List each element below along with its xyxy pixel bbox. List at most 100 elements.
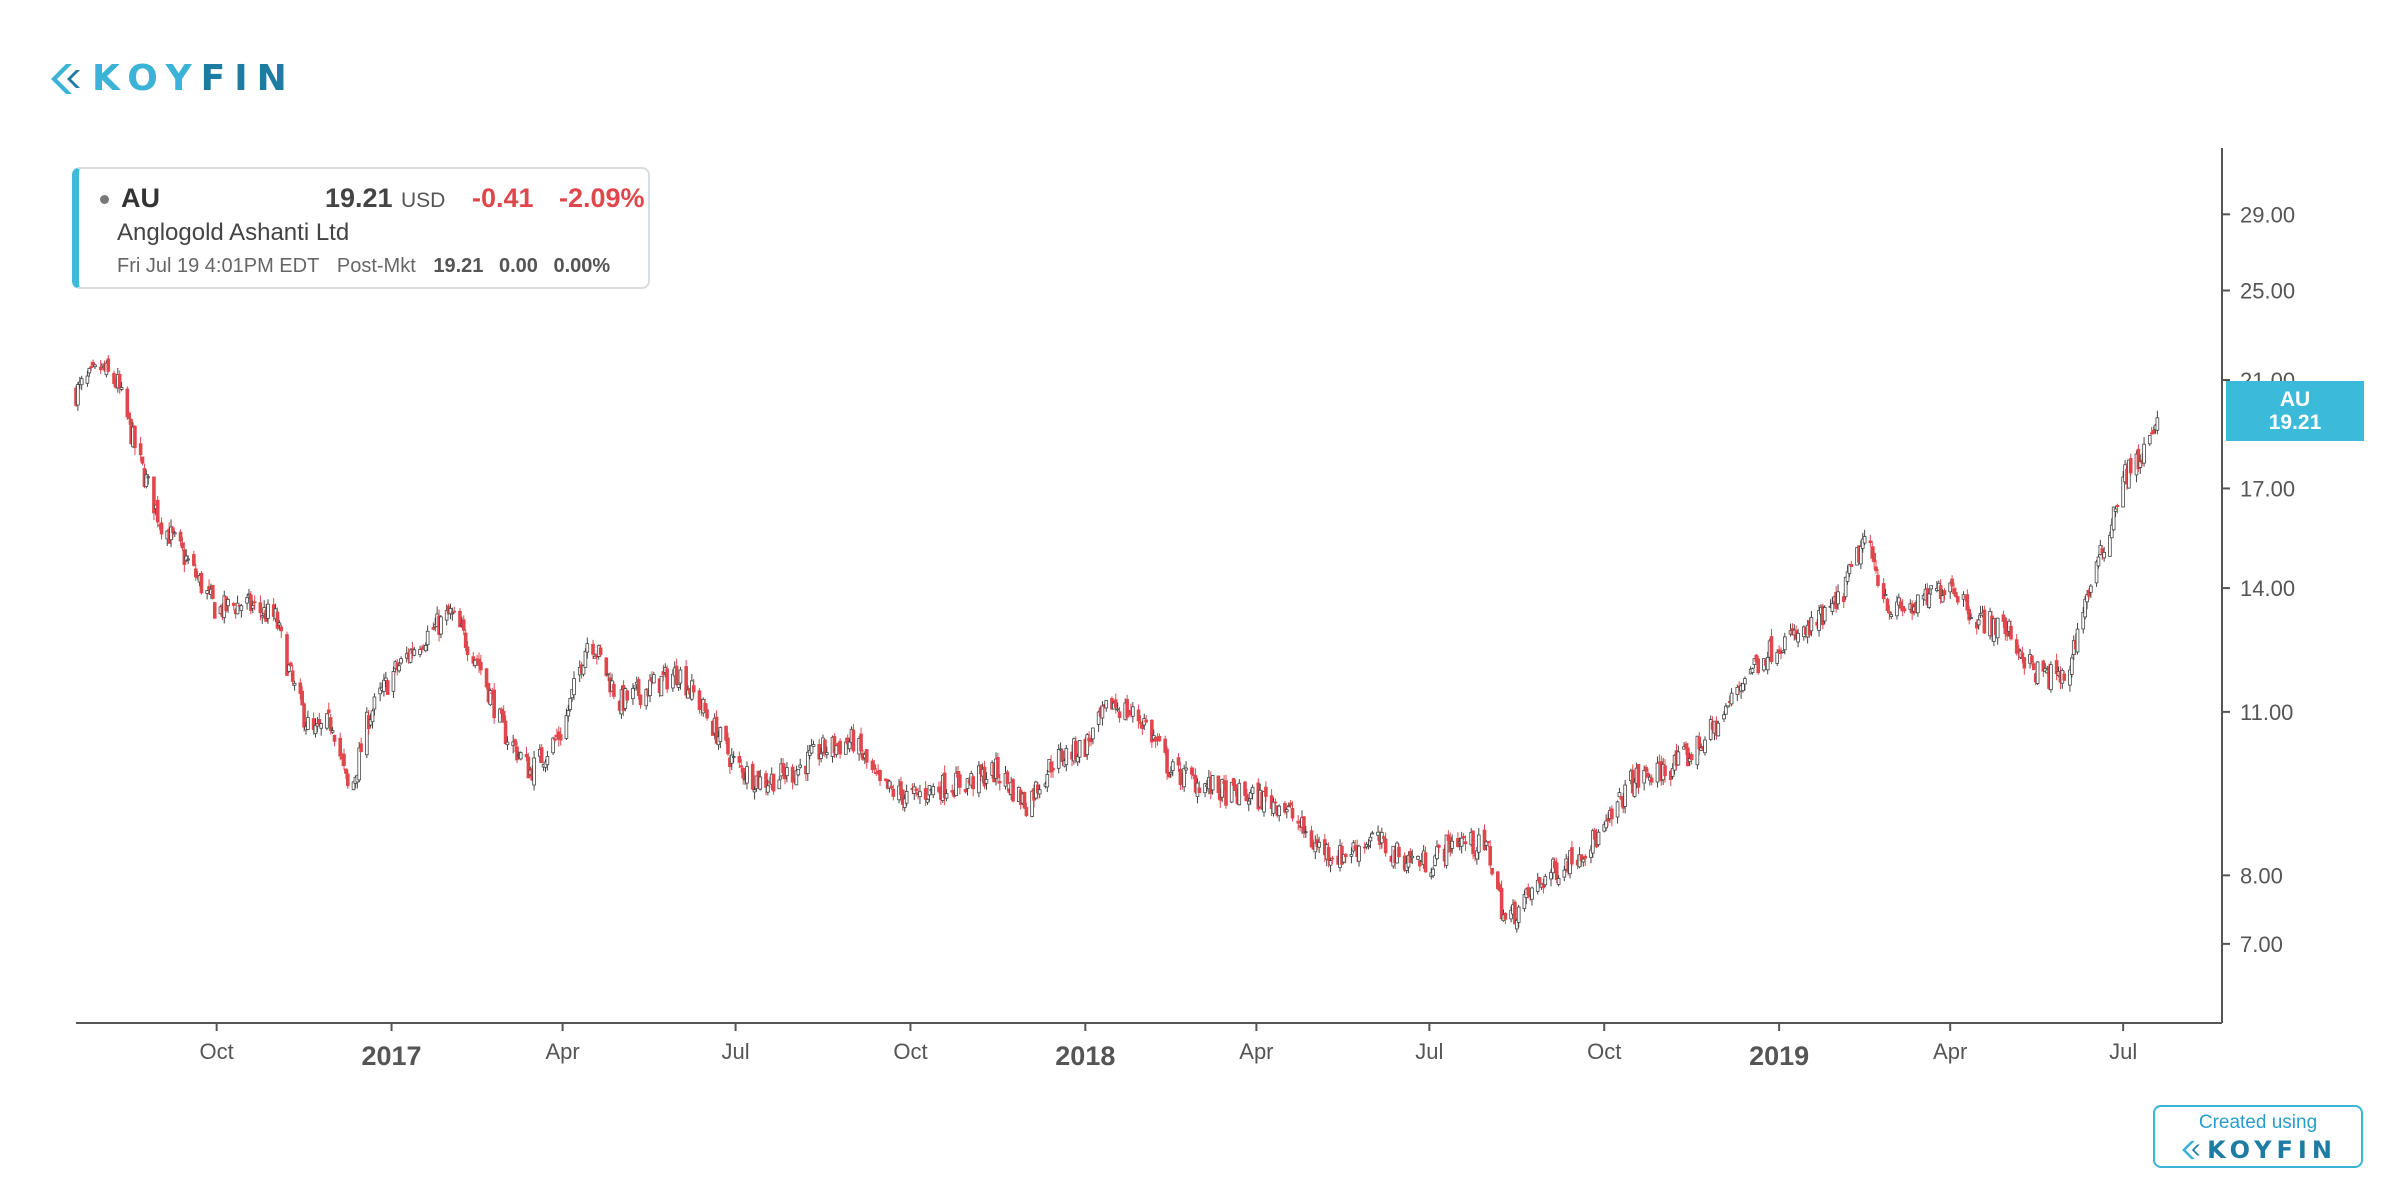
candle: [809, 738, 814, 755]
y-tick-label: 8.00: [2240, 863, 2283, 888]
candle: [1860, 532, 1865, 553]
candle: [731, 751, 736, 763]
candle: [368, 713, 373, 728]
candle: [140, 456, 145, 466]
candle: [2138, 454, 2143, 475]
candle: [2109, 518, 2114, 539]
candle: [1064, 744, 1069, 772]
candle: [1822, 605, 1827, 625]
candle: [823, 739, 827, 758]
candle: [1045, 769, 1050, 793]
candle: [1725, 705, 1730, 708]
candle: [1285, 807, 1289, 819]
candle: [346, 769, 350, 789]
candle: [1676, 745, 1681, 766]
candle: [1779, 647, 1783, 660]
candle: [1969, 613, 1973, 619]
candle: [564, 708, 569, 740]
x-tick-label: Oct: [1587, 1039, 1621, 1064]
candle: [568, 697, 573, 712]
candle: [2128, 453, 2133, 476]
candle: [524, 746, 529, 762]
candle: [1630, 764, 1635, 797]
candle: [625, 689, 630, 704]
x-tick-label: Oct: [200, 1039, 234, 1064]
candle: [1940, 589, 1945, 603]
candle: [659, 675, 664, 697]
candle: [526, 753, 531, 779]
candle: [1954, 587, 1958, 598]
candle: [1357, 844, 1361, 867]
candle: [1229, 782, 1234, 804]
candle: [1115, 702, 1120, 712]
candle: [2054, 653, 2059, 681]
candle: [1246, 797, 1251, 812]
candle: [1096, 710, 1101, 732]
candle: [1670, 763, 1675, 780]
candle: [1735, 684, 1740, 701]
candle: [2121, 471, 2125, 508]
candle: [2136, 444, 2141, 472]
candle: [418, 645, 422, 658]
candle: [384, 671, 388, 687]
x-tick-label: Jul: [722, 1039, 750, 1064]
candle: [796, 768, 801, 777]
candle: [1077, 740, 1082, 764]
candle: [1317, 836, 1321, 854]
candle: [1537, 876, 1542, 885]
candle: [1649, 774, 1654, 786]
candle: [518, 751, 523, 761]
candle: [180, 537, 185, 552]
candle: [845, 734, 850, 750]
candle: [2032, 661, 2036, 671]
candle: [2022, 657, 2027, 675]
candle: [452, 606, 457, 614]
candle: [1515, 918, 1519, 933]
koyfin-logo[interactable]: KOYFIN: [46, 58, 296, 99]
candle: [1167, 771, 1171, 779]
candle: [847, 738, 852, 753]
candle: [325, 713, 329, 731]
candle: [231, 601, 236, 611]
created-using-badge[interactable]: Created using KOYFIN: [2153, 1105, 2363, 1168]
candle: [1950, 575, 1954, 588]
candle: [344, 768, 348, 779]
candle: [1383, 832, 1388, 857]
candle: [583, 648, 588, 668]
candle: [245, 594, 249, 610]
candle: [330, 726, 335, 734]
candle: [1729, 688, 1734, 707]
candle: [1978, 605, 1983, 619]
candle: [146, 473, 151, 485]
candle: [965, 777, 970, 796]
created-using-wordmark: KOYFIN: [2207, 1136, 2337, 1164]
candle: [887, 779, 892, 793]
candle: [205, 589, 209, 600]
candle: [1929, 585, 1933, 596]
candle: [2083, 596, 2087, 620]
candle: [277, 620, 282, 631]
candle: [2147, 435, 2152, 447]
candle: [479, 654, 483, 676]
candle: [484, 668, 489, 690]
candle: [1189, 765, 1194, 780]
candle: [1809, 611, 1814, 637]
candle: [1264, 781, 1268, 802]
y-tick-label: 11.00: [2240, 700, 2293, 725]
candle: [292, 680, 297, 691]
candle: [1169, 766, 1173, 779]
candle: [1233, 779, 1238, 797]
candle: [811, 740, 816, 747]
candle: [1060, 748, 1065, 766]
candle: [2035, 661, 2040, 686]
candle: [1290, 801, 1295, 822]
candle: [1408, 848, 1413, 864]
candle: [1902, 606, 1907, 614]
candle: [1874, 559, 1878, 574]
candle: [1541, 878, 1546, 894]
candle: [718, 726, 723, 749]
candle: [931, 783, 936, 799]
session-label: Post-Mkt: [336, 255, 416, 277]
candle: [1482, 824, 1487, 851]
